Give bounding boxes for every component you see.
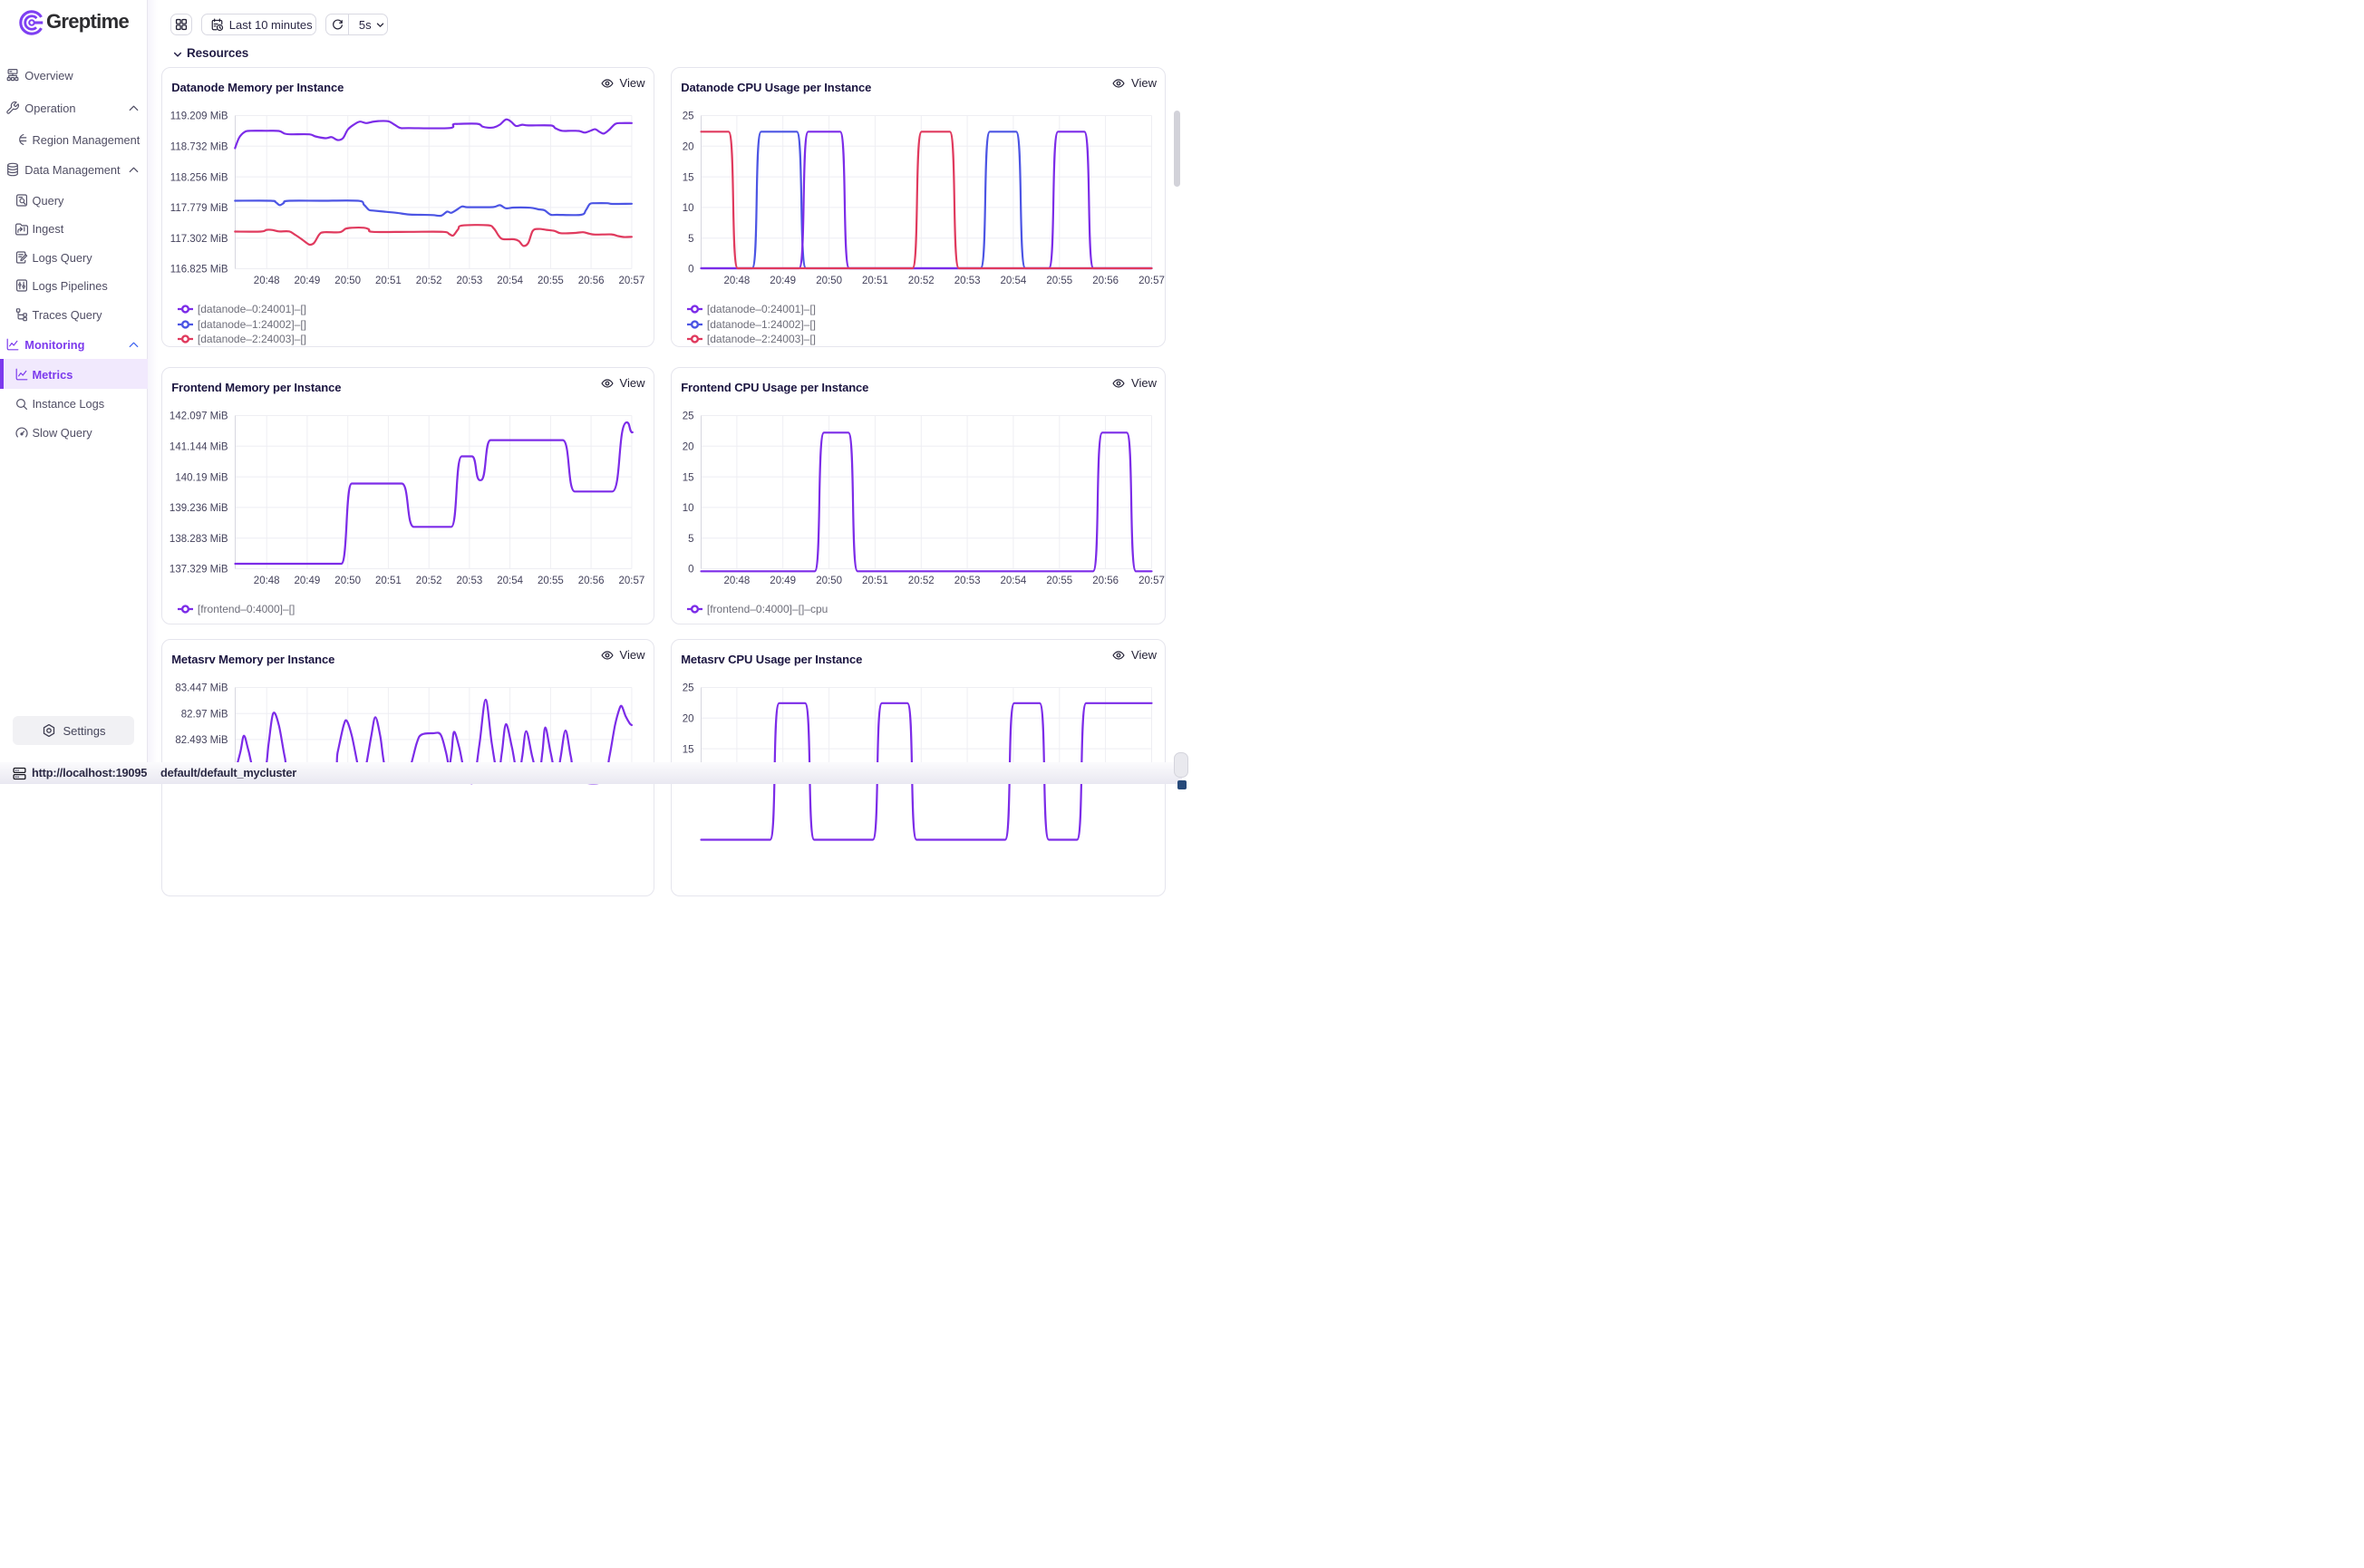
svg-text:20:48: 20:48	[253, 576, 279, 586]
svg-text:20:54: 20:54	[497, 276, 523, 286]
svg-text:20:55: 20:55	[538, 276, 564, 286]
svg-text:20:52: 20:52	[907, 576, 934, 586]
svg-text:20:54: 20:54	[1000, 276, 1026, 286]
svg-text:118.256 MiB: 118.256 MiB	[170, 172, 228, 183]
svg-text:20:53: 20:53	[954, 576, 980, 586]
svg-text:25: 25	[682, 683, 693, 694]
svg-text:20:51: 20:51	[862, 576, 888, 586]
svg-text:20:52: 20:52	[415, 276, 441, 286]
svg-text:20:49: 20:49	[294, 576, 320, 586]
svg-text:20:53: 20:53	[954, 276, 980, 286]
svg-text:20:51: 20:51	[862, 276, 888, 286]
svg-text:20:51: 20:51	[375, 576, 402, 586]
svg-text:25: 25	[682, 111, 693, 122]
svg-text:10: 10	[682, 503, 693, 514]
svg-text:117.302 MiB: 117.302 MiB	[170, 234, 228, 245]
svg-text:20:50: 20:50	[816, 276, 842, 286]
svg-text:20:53: 20:53	[456, 576, 482, 586]
svg-text:0: 0	[688, 265, 693, 276]
svg-text:20:48: 20:48	[723, 576, 750, 586]
svg-text:20:52: 20:52	[415, 576, 441, 586]
svg-text:118.732 MiB: 118.732 MiB	[170, 142, 228, 153]
svg-text:20:55: 20:55	[1046, 276, 1072, 286]
svg-text:20:50: 20:50	[334, 576, 361, 586]
svg-text:20:56: 20:56	[1092, 576, 1119, 586]
svg-text:82.97 MiB: 82.97 MiB	[180, 709, 228, 720]
svg-text:20:54: 20:54	[1000, 576, 1026, 586]
svg-text:119.209 MiB: 119.209 MiB	[170, 111, 228, 122]
svg-text:116.825 MiB: 116.825 MiB	[170, 265, 228, 276]
svg-text:5: 5	[688, 234, 693, 245]
svg-text:25: 25	[682, 411, 693, 422]
svg-text:20:50: 20:50	[334, 276, 361, 286]
svg-text:20:51: 20:51	[375, 276, 402, 286]
svg-text:139.236 MiB: 139.236 MiB	[169, 503, 228, 514]
svg-text:82.493 MiB: 82.493 MiB	[175, 735, 228, 746]
svg-text:20:54: 20:54	[497, 576, 523, 586]
svg-text:140.19 MiB: 140.19 MiB	[175, 472, 228, 483]
svg-text:15: 15	[682, 744, 693, 755]
svg-text:20:50: 20:50	[816, 576, 842, 586]
svg-text:20:57: 20:57	[618, 276, 644, 286]
svg-text:20:57: 20:57	[1138, 276, 1165, 286]
svg-text:20:57: 20:57	[618, 576, 644, 586]
svg-text:20:48: 20:48	[723, 276, 750, 286]
svg-text:20:55: 20:55	[538, 576, 564, 586]
svg-text:20:56: 20:56	[577, 576, 604, 586]
svg-text:20:52: 20:52	[907, 276, 934, 286]
svg-text:117.779 MiB: 117.779 MiB	[170, 203, 228, 214]
svg-text:5: 5	[688, 534, 693, 545]
svg-text:20:53: 20:53	[456, 276, 482, 286]
svg-text:15: 15	[682, 472, 693, 483]
svg-text:141.144 MiB: 141.144 MiB	[169, 442, 228, 453]
svg-text:20:49: 20:49	[770, 276, 796, 286]
svg-text:142.097 MiB: 142.097 MiB	[169, 411, 228, 422]
svg-text:20: 20	[682, 442, 693, 453]
svg-text:137.329 MiB: 137.329 MiB	[169, 565, 228, 576]
svg-text:20: 20	[682, 142, 693, 153]
svg-text:15: 15	[682, 172, 693, 183]
svg-text:83.447 MiB: 83.447 MiB	[175, 683, 228, 694]
svg-text:20:56: 20:56	[577, 276, 604, 286]
svg-text:0: 0	[688, 565, 693, 576]
svg-text:20:49: 20:49	[294, 276, 320, 286]
svg-text:20:55: 20:55	[1046, 576, 1072, 586]
svg-text:20:49: 20:49	[770, 576, 796, 586]
svg-text:20:56: 20:56	[1092, 276, 1119, 286]
svg-text:20: 20	[682, 714, 693, 725]
svg-text:20:48: 20:48	[253, 276, 279, 286]
svg-text:138.283 MiB: 138.283 MiB	[169, 534, 228, 545]
svg-text:10: 10	[682, 203, 693, 214]
svg-text:20:57: 20:57	[1138, 576, 1165, 586]
